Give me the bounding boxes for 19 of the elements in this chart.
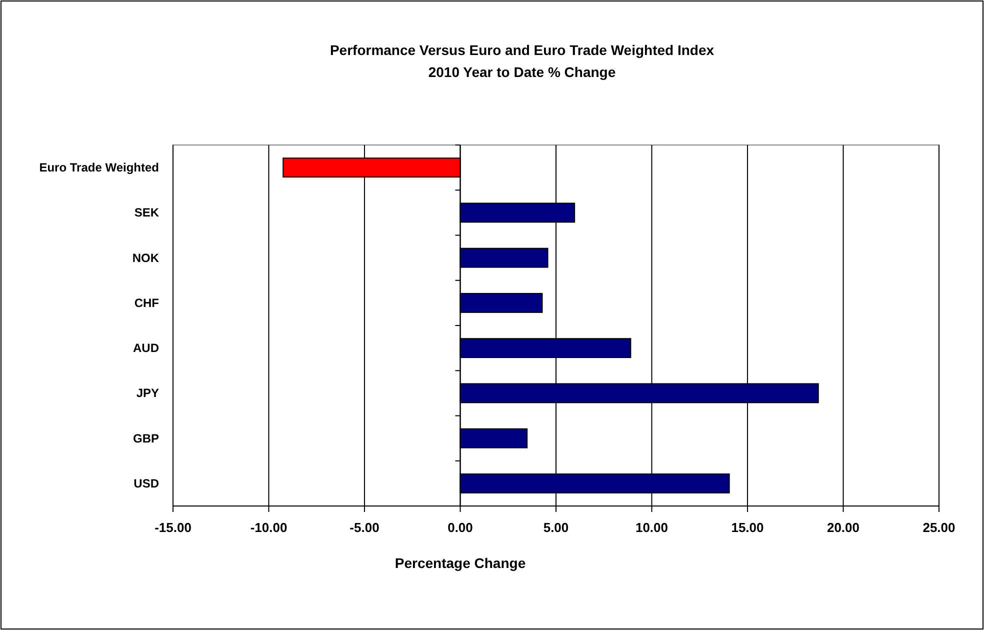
x-axis-title: Percentage Change	[394, 555, 526, 571]
y-tick-label: SEK	[134, 206, 160, 220]
x-tick-label: 20.00	[826, 520, 860, 535]
x-tick-label: 15.00	[731, 520, 764, 535]
y-tick-label: Euro Trade Weighted	[39, 160, 159, 175]
y-tick-label: AUD	[133, 341, 160, 356]
y-tick-label: JPY	[136, 386, 159, 400]
x-tick-label: -5.00	[350, 520, 380, 535]
y-tick-label: NOK	[132, 250, 160, 265]
x-tick-label: 0.00	[448, 520, 473, 535]
y-tick-label: CHF	[134, 296, 159, 310]
x-tick-label: -10.00	[250, 520, 288, 535]
y-tick-label: GBP	[132, 431, 159, 446]
y-tick-label: USD	[134, 476, 160, 490]
chart-title: Performance Versus Euro and Euro Trade Weighted Index 2010 Year to Date % Change	[330, 42, 714, 80]
x-tick-label: 10.00	[635, 520, 668, 535]
x-tick-label: 25.00	[922, 520, 956, 535]
x-tick-label: -15.00	[154, 520, 192, 535]
x-tick-label: 5.00	[543, 520, 569, 535]
